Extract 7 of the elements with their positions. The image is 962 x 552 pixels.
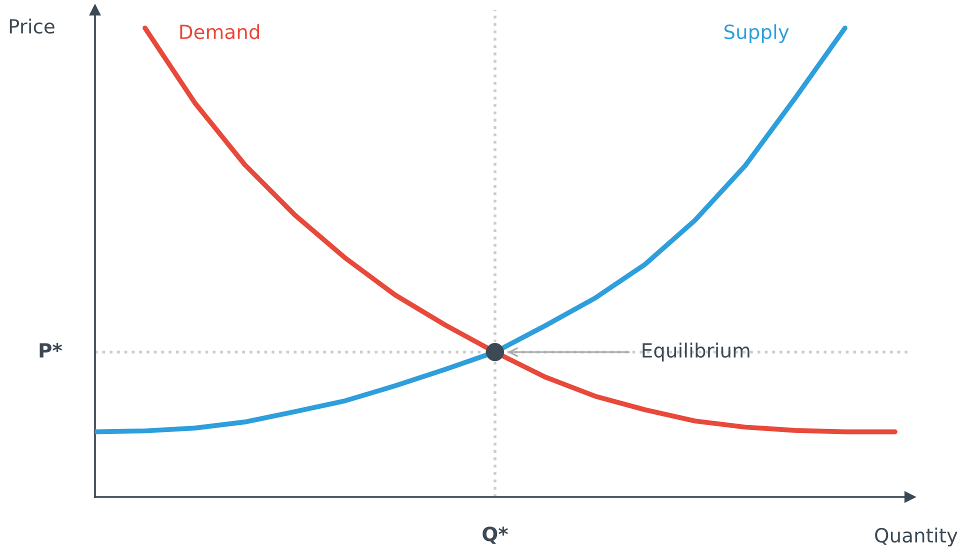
series-label: Demand (180, 24, 260, 40)
annotation: Equilibrium (642, 342, 750, 362)
text: Q* (482, 526, 508, 544)
y-axis-title: Price (10, 18, 54, 34)
series-label: Supply (724, 24, 789, 43)
ref-line-label: P* (40, 343, 62, 358)
x-axis-title: Quantity (875, 528, 958, 546)
